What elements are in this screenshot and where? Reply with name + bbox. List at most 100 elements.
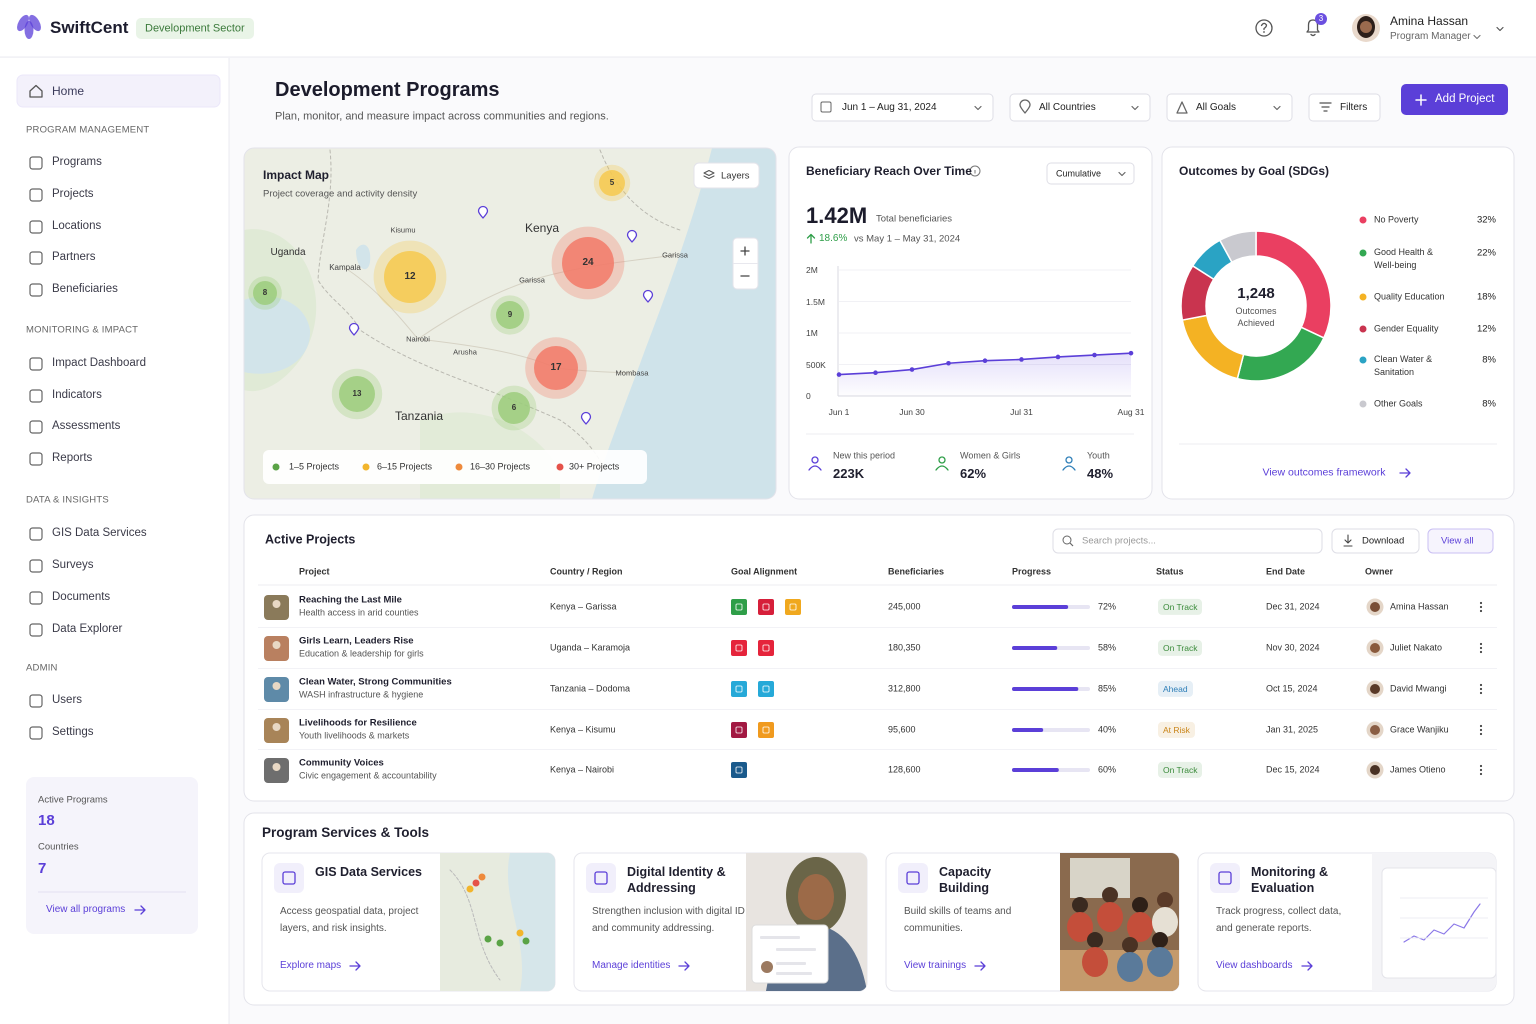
kebab-dot[interactable]	[1479, 687, 1483, 691]
service-link[interactable]: Manage identities	[592, 960, 671, 971]
kebab-dot[interactable]	[1479, 650, 1483, 654]
gis-border	[449, 869, 501, 981]
nav-item[interactable]: Reports	[52, 452, 93, 465]
nav-item[interactable]: Settings	[52, 726, 94, 739]
nav-item[interactable]: Partners	[52, 251, 96, 264]
nav-item[interactable]: Assessments	[52, 420, 121, 433]
search-placeholder[interactable]: Search projects...	[1082, 535, 1156, 547]
nav-item[interactable]: Indicators	[52, 389, 102, 402]
kebab-dot[interactable]	[1479, 691, 1483, 695]
nav-item[interactable]: Documents	[52, 591, 111, 604]
service-title: GIS Data Services	[315, 865, 423, 879]
column-header: Progress	[1012, 566, 1052, 577]
country-filter[interactable]: All Countries	[1039, 102, 1096, 113]
nav-item[interactable]: Impact Dashboard	[52, 357, 146, 370]
value-label: 32%	[1476, 214, 1496, 226]
filter-dropdown[interactable]	[811, 93, 994, 122]
nav-item[interactable]: GIS Data Services	[52, 527, 147, 540]
nav-icon	[29, 220, 43, 234]
cluster-count[interactable]: 17	[550, 362, 562, 373]
nav-item[interactable]: Data Explorer	[52, 623, 123, 636]
header-bar	[0, 0, 1536, 57]
nav-item[interactable]: Surveys	[52, 559, 94, 572]
zoom-in	[740, 246, 750, 256]
map-pin	[580, 411, 592, 425]
cluster-count[interactable]: 9	[507, 310, 513, 320]
service-icon	[594, 871, 608, 885]
download-label[interactable]: Download	[1362, 535, 1405, 547]
service-link[interactable]: View trainings	[904, 960, 967, 971]
kebab-dot[interactable]	[1479, 732, 1483, 736]
search-box[interactable]	[1052, 528, 1323, 554]
x-tick-label: Aug 31	[1117, 406, 1145, 417]
goal-glyph	[735, 766, 743, 774]
summary-link[interactable]: View all programs	[46, 904, 126, 915]
goal-filter[interactable]: All Goals	[1196, 102, 1237, 113]
layers-button[interactable]	[693, 162, 760, 189]
cluster-count[interactable]: 12	[404, 271, 416, 282]
service-link[interactable]: View dashboards	[1216, 960, 1293, 971]
kebab-dot[interactable]	[1479, 642, 1483, 646]
map-road	[417, 254, 676, 340]
nav-item[interactable]: Locations	[52, 220, 102, 233]
mode-dropdown[interactable]	[1046, 162, 1135, 185]
kebab-dot[interactable]	[1479, 683, 1483, 687]
outcomes-link[interactable]: View outcomes framework	[1262, 466, 1386, 479]
project-name[interactable]: Reaching the Last Mile	[299, 594, 402, 606]
kebab-dot[interactable]	[1479, 768, 1483, 772]
add-project-label[interactable]: Add Project	[1435, 93, 1495, 106]
service-link[interactable]: Explore maps	[280, 960, 342, 971]
kebab-dot[interactable]	[1479, 772, 1483, 776]
avatar-face	[1360, 21, 1372, 33]
kebab-dot[interactable]	[1479, 601, 1483, 605]
filter-dropdown[interactable]	[1166, 93, 1293, 122]
legend-dot	[362, 463, 370, 471]
cluster-count[interactable]: 13	[352, 389, 362, 399]
kebab-dot[interactable]	[1479, 605, 1483, 609]
date-filter[interactable]: Jun 1 – Aug 31, 2024	[842, 102, 937, 113]
nav-item[interactable]: Programs	[52, 156, 102, 169]
cluster-count[interactable]: 6	[511, 403, 517, 413]
kebab-dot[interactable]	[1479, 646, 1483, 650]
nav-item[interactable]: Beneficiaries	[52, 283, 118, 296]
layers-label[interactable]: Layers	[721, 170, 750, 182]
view-all-label[interactable]: View all	[1441, 535, 1474, 547]
column-header: Status	[1156, 566, 1184, 577]
cluster-count[interactable]: 24	[582, 257, 594, 268]
nav-item[interactable]: Projects	[52, 188, 94, 201]
service-image	[1372, 853, 1496, 991]
cluster-count[interactable]: 5	[609, 178, 615, 188]
project-name[interactable]: Girls Learn, Leaders Rise	[299, 635, 414, 647]
donut-segment	[1219, 230, 1257, 263]
filter-dropdown[interactable]	[1308, 93, 1381, 122]
legend-dot	[272, 463, 280, 471]
kebab-dot[interactable]	[1479, 764, 1483, 768]
kebab-dot[interactable]	[1479, 609, 1483, 613]
dashboard-line	[1403, 903, 1481, 943]
mode-dropdown-label[interactable]: Cumulative	[1056, 168, 1102, 179]
view-all-button[interactable]	[1427, 528, 1494, 554]
gis-dot	[522, 937, 530, 945]
plus-icon	[1415, 94, 1427, 106]
value-label: 8%	[1482, 354, 1496, 366]
add-project-button[interactable]	[1401, 84, 1508, 115]
project-name[interactable]: Community Voices	[299, 757, 384, 769]
notification-count: 3	[1318, 14, 1324, 24]
change-value: 18.6%	[819, 233, 848, 244]
kebab-dot[interactable]	[1479, 728, 1483, 732]
nav-item[interactable]: Home	[52, 83, 85, 98]
legend-label: 30+ Projects	[569, 461, 620, 472]
id-line	[776, 962, 806, 965]
project-name[interactable]: Clean Water, Strong Communities	[299, 676, 452, 688]
id-line	[776, 948, 816, 951]
nav-item[interactable]: Users	[52, 694, 83, 707]
filters-button[interactable]: Filters	[1340, 102, 1368, 113]
download-button[interactable]	[1331, 528, 1420, 554]
filter-dropdown[interactable]	[1009, 93, 1151, 122]
stat-icon-head	[1065, 456, 1073, 464]
legend-dot	[1359, 325, 1367, 333]
cluster-count[interactable]: 8	[262, 288, 268, 298]
project-name[interactable]: Livelihoods for Resilience	[299, 717, 417, 729]
kebab-dot[interactable]	[1479, 724, 1483, 728]
